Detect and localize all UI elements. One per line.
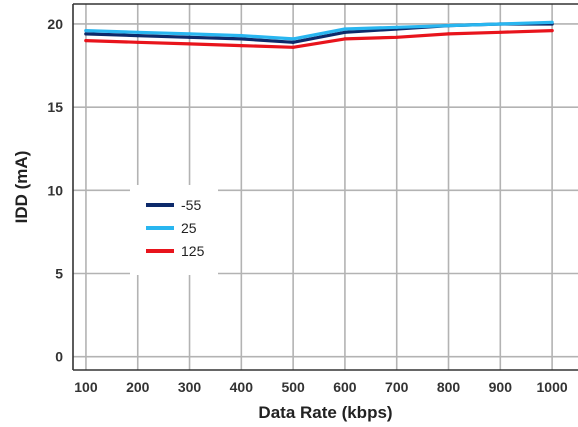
x-tick-label: 100 — [74, 379, 98, 395]
x-tick-label: 1000 — [537, 379, 568, 395]
data-point--55 — [136, 34, 140, 38]
data-point-25 — [550, 20, 554, 24]
series-layer — [84, 20, 554, 49]
y-tick-label: 0 — [55, 349, 63, 365]
legend-label-25: 25 — [181, 220, 197, 236]
data-point-125 — [550, 29, 554, 33]
x-tick-label: 500 — [281, 379, 305, 395]
x-axis-title: Data Rate (kbps) — [258, 403, 392, 422]
data-point--55 — [187, 35, 192, 39]
x-tick-label: 900 — [489, 379, 513, 395]
data-point-125 — [446, 32, 451, 36]
y-axis-title: IDD (mA) — [12, 151, 31, 224]
data-point-125 — [343, 37, 347, 41]
data-point-125 — [395, 35, 399, 39]
legend: -55 25 125 — [130, 185, 218, 275]
data-point--55 — [84, 32, 88, 36]
x-tick-label: 700 — [385, 379, 409, 395]
data-point--55 — [343, 30, 347, 34]
y-tick-label: 15 — [47, 99, 63, 115]
x-tick-label: 400 — [230, 379, 254, 395]
data-point-25 — [343, 27, 347, 31]
data-point-25 — [291, 37, 295, 41]
data-point-125 — [187, 42, 192, 46]
x-tick-label: 200 — [126, 379, 150, 395]
data-point-125 — [136, 40, 140, 44]
data-point-25 — [84, 29, 88, 33]
x-tick-label: 300 — [178, 379, 202, 395]
data-point-25 — [395, 25, 399, 29]
data-point-125 — [291, 45, 295, 49]
data-point-125 — [498, 30, 502, 34]
data-point-125 — [239, 44, 243, 48]
y-tick-label: 5 — [55, 266, 63, 282]
data-point-25 — [498, 22, 502, 26]
x-tick-label: 600 — [333, 379, 357, 395]
data-point-25 — [187, 32, 192, 36]
data-point-25 — [136, 30, 140, 34]
data-point-25 — [446, 24, 451, 28]
data-point--55 — [291, 40, 295, 44]
axis-layer: 100 200 300 400 500 600 700 800 900 1000 0 5 10 15 20 — [47, 3, 578, 395]
data-point-125 — [84, 39, 88, 43]
data-point-25 — [239, 34, 243, 38]
x-tick-label: 800 — [437, 379, 461, 395]
legend-label-125: 125 — [181, 243, 205, 259]
data-point--55 — [239, 37, 243, 41]
y-tick-label: 20 — [47, 16, 63, 32]
series-line-25 — [84, 20, 554, 41]
series-line-125 — [84, 29, 554, 49]
legend-label--55: -55 — [181, 197, 201, 213]
y-tick-label: 10 — [47, 182, 63, 198]
